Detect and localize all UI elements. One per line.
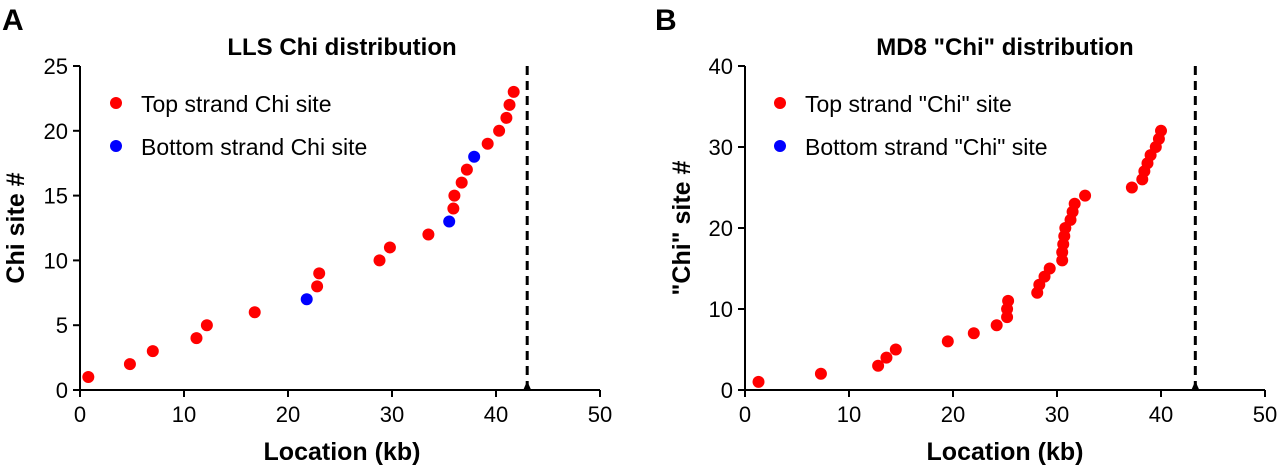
data-point (82, 371, 95, 384)
data-point (889, 343, 902, 356)
data-point (1068, 197, 1081, 210)
legend-marker (774, 140, 786, 152)
x-tick-label: 20 (941, 402, 965, 427)
y-axis-label: "Chi" site # (668, 160, 696, 295)
data-point (872, 359, 885, 372)
panel-letter: B (655, 4, 677, 37)
data-point (1155, 124, 1167, 137)
y-tick-label: 30 (709, 135, 733, 160)
x-axis-label: Location (kb) (927, 438, 1084, 466)
data-point (460, 163, 473, 176)
legend-entry: Top strand Chi site (141, 91, 331, 117)
y-tick-label: 0 (56, 378, 68, 403)
y-tick-label: 10 (709, 297, 733, 322)
data-point (447, 202, 460, 215)
x-tick-label: 0 (739, 402, 751, 427)
x-tick-label: 0 (74, 402, 86, 427)
data-point (190, 332, 203, 345)
data-point (313, 267, 326, 280)
y-tick-label: 5 (56, 313, 68, 338)
x-tick-label: 30 (1045, 402, 1069, 427)
data-point (990, 319, 1003, 332)
data-point (493, 124, 506, 137)
y-tick-label: 40 (709, 54, 733, 79)
x-tick-label: 30 (380, 402, 404, 427)
chart-panel-a: A LLS Chi distribution 0 10 20 30 40 50 0 5 10 15 20… (2, 4, 612, 466)
y-tick-label: 0 (721, 378, 733, 403)
x-tick-label: 10 (172, 402, 196, 427)
data-point (443, 215, 456, 228)
legend-marker (110, 140, 122, 152)
x-tick-label: 40 (484, 402, 508, 427)
data-point (880, 351, 893, 364)
legend-entry: Top strand "Chi" site (805, 91, 1012, 117)
data-point (300, 293, 313, 306)
genome-end-marker-triangle (523, 381, 532, 390)
data-point (1043, 262, 1056, 275)
data-point (1079, 189, 1092, 202)
data-point (752, 375, 765, 388)
data-point (311, 280, 324, 293)
data-point (373, 254, 386, 267)
legend-marker (774, 97, 786, 109)
panel-letter: A (2, 4, 24, 37)
chart-title: MD8 "Chi" distribution (876, 34, 1133, 61)
data-point (200, 319, 213, 332)
data-point (248, 306, 261, 319)
legend-entry: Bottom strand "Chi" site (805, 134, 1048, 160)
data-point (481, 137, 494, 150)
x-tick-label: 50 (1253, 402, 1277, 427)
data-point (1125, 181, 1138, 194)
data-point (507, 85, 520, 98)
data-point (814, 367, 827, 380)
legend-marker (110, 97, 122, 109)
x-tick-label: 40 (1149, 402, 1173, 427)
data-point (448, 189, 461, 202)
data-point (468, 150, 481, 163)
data-point (503, 98, 516, 111)
genome-end-marker-triangle (1191, 381, 1200, 390)
y-tick-label: 10 (44, 248, 68, 273)
y-tick-label: 20 (44, 119, 68, 144)
x-tick-label: 50 (588, 402, 612, 427)
data-point (1002, 294, 1015, 307)
y-tick-label: 15 (44, 184, 68, 209)
data-point (455, 176, 468, 189)
chart-panel-b: B MD8 "Chi" distribution 0 10 20 30 40 50 0 10 20 3… (655, 4, 1277, 466)
y-tick-label: 25 (44, 54, 68, 79)
y-axis-label: Chi site # (2, 172, 30, 283)
data-point (146, 345, 159, 358)
x-axis-label: Location (kb) (264, 438, 421, 466)
data-point (383, 241, 396, 254)
x-tick-label: 20 (276, 402, 300, 427)
data-point (941, 335, 954, 348)
data-point (967, 327, 980, 340)
chart-title: LLS Chi distribution (227, 34, 456, 61)
y-tick-label: 20 (709, 216, 733, 241)
data-point (500, 111, 513, 124)
legend-entry: Bottom strand Chi site (141, 134, 367, 160)
x-tick-label: 10 (837, 402, 861, 427)
data-point (422, 228, 435, 241)
data-point (123, 358, 136, 371)
